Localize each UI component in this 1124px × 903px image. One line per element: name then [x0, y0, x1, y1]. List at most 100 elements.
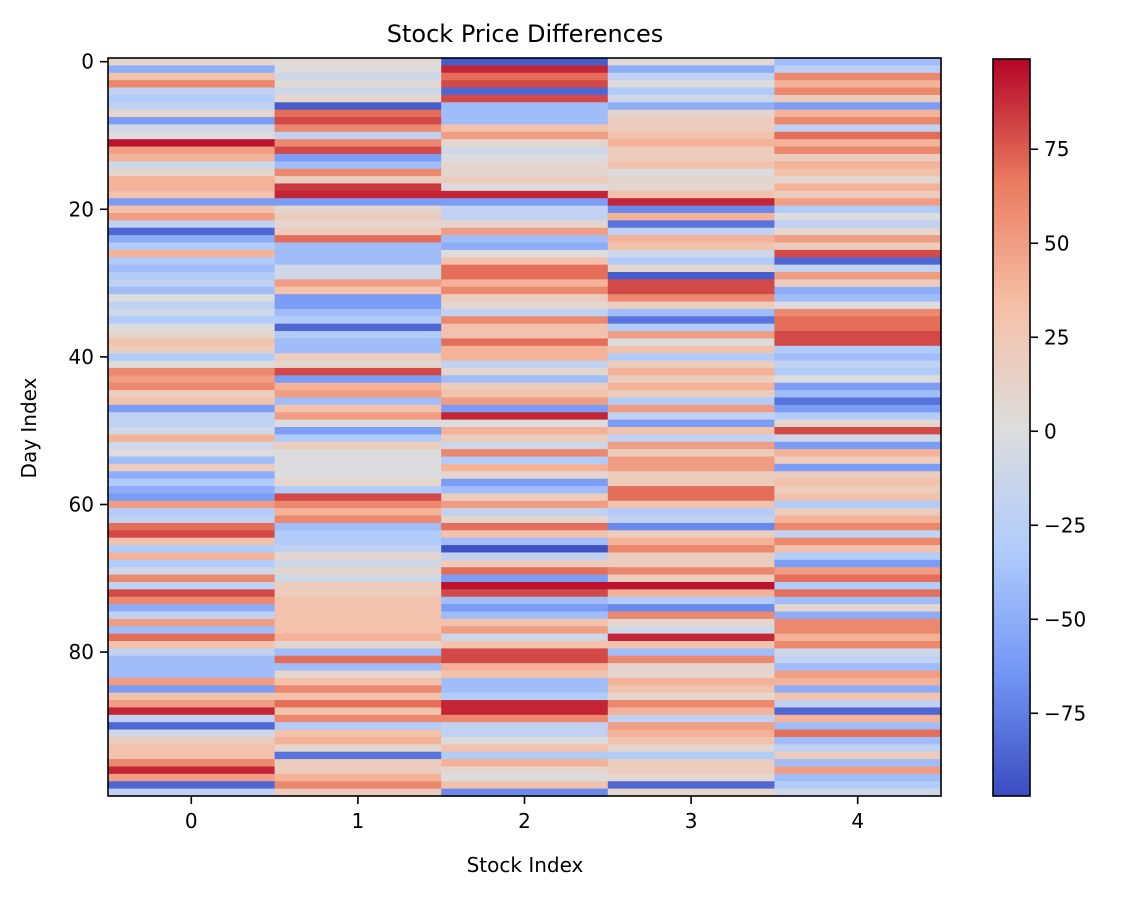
heatmap-cell	[607, 404, 775, 413]
colorbar-tick-label: 50	[1044, 231, 1069, 255]
heatmap-cell	[607, 759, 775, 768]
heatmap-cell	[774, 279, 942, 288]
heatmap-cell	[774, 146, 942, 155]
x-tick-label: 1	[352, 809, 365, 833]
heatmap-cell	[607, 655, 775, 664]
heatmap-cell	[274, 522, 442, 531]
heatmap-cell	[441, 338, 609, 347]
heatmap-cell	[774, 722, 942, 731]
heatmap-cell	[774, 427, 942, 435]
heatmap-cell	[274, 139, 442, 148]
heatmap-cell	[108, 611, 276, 620]
heatmap-cell	[441, 87, 609, 96]
heatmap-cell	[441, 463, 609, 472]
heatmap-cell	[774, 308, 942, 317]
heatmap-cell	[274, 500, 442, 509]
heatmap-cell	[607, 500, 775, 509]
heatmap-cell	[774, 707, 942, 716]
heatmap-cell	[607, 102, 775, 111]
heatmap-cell	[607, 390, 775, 399]
heatmap-cell	[108, 545, 276, 554]
heatmap-cell	[774, 633, 942, 642]
heatmap-cell	[108, 382, 276, 391]
heatmap-cell	[441, 581, 609, 590]
heatmap-cell	[607, 626, 775, 635]
heatmap-cell	[274, 87, 442, 96]
heatmap-cell	[441, 94, 609, 103]
heatmap-cell	[607, 190, 775, 199]
heatmap-cell	[274, 397, 442, 406]
heatmap-cell	[108, 478, 276, 487]
heatmap-cell	[441, 655, 609, 664]
heatmap-cell	[274, 574, 442, 583]
colorbar-tick-label: −50	[1044, 607, 1086, 631]
heatmap-cell	[274, 685, 442, 694]
heatmap-cell	[274, 641, 442, 649]
heatmap-cell	[607, 670, 775, 679]
heatmap-cell	[274, 463, 442, 472]
heatmap-cell	[441, 604, 609, 613]
heatmap-cell	[274, 493, 442, 502]
heatmap-cell	[441, 249, 609, 258]
y-axis-label: Day Index	[17, 377, 41, 478]
heatmap-cell	[274, 751, 442, 760]
heatmap-cell	[441, 589, 609, 598]
heatmap-cell	[274, 279, 442, 288]
heatmap-cell	[274, 205, 442, 214]
heatmap-cell	[441, 146, 609, 155]
heatmap-cell	[108, 766, 276, 775]
heatmap-cell	[441, 190, 609, 199]
heatmap-cell	[108, 581, 276, 590]
heatmap-cell	[607, 139, 775, 148]
heatmap-cell	[441, 773, 609, 782]
heatmap-cell	[274, 353, 442, 362]
heatmap-cell	[108, 567, 276, 576]
heatmap-cell	[108, 294, 276, 303]
heatmap-cell	[274, 212, 442, 221]
heatmap-cell	[108, 655, 276, 664]
heatmap-cell	[607, 249, 775, 258]
heatmap-cell	[607, 323, 775, 332]
heatmap-cell	[607, 117, 775, 126]
heatmap-cell	[108, 176, 276, 185]
heatmap-cell	[274, 759, 442, 768]
heatmap-cell	[774, 677, 942, 686]
heatmap-cell	[441, 367, 609, 376]
heatmap-cell	[774, 316, 942, 325]
heatmap-cell	[108, 338, 276, 347]
heatmap-cell	[441, 692, 609, 701]
heatmap-cell	[774, 736, 942, 745]
heatmap-cell	[441, 131, 609, 140]
heatmap-cell	[607, 367, 775, 376]
heatmap-cell	[274, 471, 442, 480]
heatmap-cell	[441, 759, 609, 768]
heatmap-cell	[108, 604, 276, 613]
heatmap-cell	[274, 80, 442, 89]
heatmap-cell	[274, 581, 442, 590]
heatmap-cell	[274, 58, 442, 66]
heatmap-cell	[607, 353, 775, 362]
heatmap-cell	[441, 124, 609, 133]
heatmap-cell	[774, 397, 942, 406]
heatmap-cell	[441, 788, 609, 797]
heatmap-cell	[274, 109, 442, 118]
heatmap-cell	[774, 486, 942, 495]
heatmap-cell	[774, 183, 942, 192]
heatmap-cell	[441, 353, 609, 362]
heatmap-cell	[108, 471, 276, 480]
heatmap-cell	[774, 72, 942, 81]
heatmap-cell	[441, 434, 609, 443]
heatmap-cell	[441, 515, 609, 524]
heatmap-cell	[274, 257, 442, 266]
heatmap-cell	[274, 65, 442, 74]
heatmap-cell	[774, 412, 942, 421]
heatmap-cell	[108, 87, 276, 96]
heatmap-cell	[441, 537, 609, 546]
heatmap-cell	[108, 264, 276, 273]
heatmap-cell	[774, 515, 942, 524]
heatmap-cell	[441, 559, 609, 568]
heatmap-cell	[108, 124, 276, 133]
heatmap-cell	[774, 190, 942, 199]
heatmap-cell	[774, 567, 942, 576]
